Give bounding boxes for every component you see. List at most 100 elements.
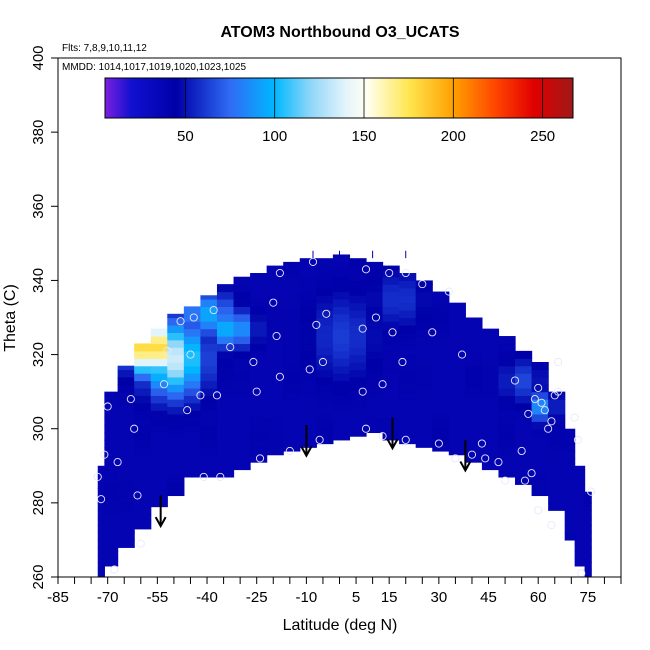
sample-point bbox=[163, 346, 172, 355]
curtain-cell bbox=[299, 417, 317, 426]
curtain-cell bbox=[399, 436, 417, 445]
sample-point bbox=[176, 317, 185, 326]
curtain-cell bbox=[299, 284, 317, 293]
y-tick-label: 400 bbox=[30, 45, 47, 70]
curtain-cell bbox=[382, 321, 400, 330]
curtain-cell bbox=[167, 313, 185, 319]
curtain-cell bbox=[266, 410, 284, 419]
curtain-cell bbox=[250, 291, 268, 300]
sample-point bbox=[530, 395, 539, 404]
curtain-cell bbox=[382, 387, 400, 396]
curtain-cell bbox=[250, 454, 268, 463]
curtain-cell bbox=[465, 343, 483, 352]
curtain-cell bbox=[104, 410, 119, 419]
curtain-cell bbox=[299, 365, 317, 374]
x-tick-label: -70 bbox=[97, 589, 119, 606]
curtain-cell bbox=[97, 547, 105, 556]
curtain-cell bbox=[564, 488, 576, 497]
curtain-cell bbox=[250, 425, 268, 434]
curtain-cell bbox=[117, 406, 135, 415]
sample-point bbox=[361, 424, 371, 433]
curtain-cell bbox=[150, 499, 168, 508]
curtain-cell bbox=[316, 361, 334, 370]
curtain-cell bbox=[365, 365, 384, 374]
curtain-cell bbox=[531, 361, 549, 370]
curtain-cell bbox=[316, 391, 334, 400]
curtain-cell bbox=[399, 428, 417, 437]
curtain-cell bbox=[134, 350, 152, 359]
curtain-cell bbox=[233, 358, 251, 367]
curtain-cell bbox=[200, 469, 218, 478]
curtain-cell bbox=[167, 361, 185, 370]
curtain-cell bbox=[104, 484, 119, 493]
curtain-cell bbox=[574, 491, 586, 500]
curtain-cell bbox=[564, 450, 576, 459]
curtain-cell bbox=[283, 287, 301, 296]
curtain-cell bbox=[332, 261, 351, 270]
curtain-cell bbox=[104, 432, 119, 441]
curtain-cell bbox=[448, 387, 466, 396]
curtain-cell bbox=[167, 369, 185, 378]
curtain-cell bbox=[432, 443, 450, 452]
curtain-cell bbox=[104, 558, 119, 567]
curtain-cell bbox=[283, 347, 301, 356]
curtain-cell bbox=[117, 495, 135, 504]
curtain-cell bbox=[266, 313, 284, 322]
curtain-cell bbox=[316, 332, 334, 341]
curtain-cell bbox=[104, 417, 119, 426]
curtain-cell bbox=[283, 399, 301, 408]
curtain-cell bbox=[150, 365, 168, 374]
curtain-cell bbox=[531, 428, 549, 437]
curtain-cell bbox=[250, 306, 268, 315]
curtain-cell bbox=[574, 465, 586, 471]
curtain-cell bbox=[283, 436, 301, 445]
curtain-cell bbox=[97, 532, 105, 541]
sample-point bbox=[199, 472, 208, 481]
curtain-cell bbox=[316, 339, 334, 348]
sample-point bbox=[547, 417, 556, 426]
y-tick-label: 340 bbox=[30, 268, 47, 293]
curtain-cell bbox=[233, 410, 251, 419]
curtain-cell bbox=[481, 380, 500, 389]
curtain-cell bbox=[134, 432, 152, 441]
curtain-cell bbox=[117, 502, 135, 511]
curtain-cell bbox=[382, 284, 400, 293]
curtain-cell bbox=[365, 387, 384, 396]
curtain-cell bbox=[216, 343, 235, 352]
curtain-cell bbox=[332, 425, 351, 434]
curtain-cell bbox=[183, 447, 202, 456]
curtain-cell bbox=[498, 462, 516, 471]
x-axis-title: Latitude (deg N) bbox=[283, 617, 398, 634]
sample-point bbox=[385, 268, 394, 278]
curtain-cell bbox=[574, 551, 586, 560]
curtain-cell bbox=[183, 365, 202, 374]
curtain-cell bbox=[365, 298, 384, 307]
curtain-cell bbox=[448, 313, 466, 322]
curtain-cell bbox=[531, 450, 549, 459]
curtain-cell bbox=[349, 317, 367, 326]
curtain-cell bbox=[349, 287, 367, 296]
curtain-cell bbox=[216, 328, 235, 337]
curtain-cell bbox=[481, 365, 500, 374]
curtain-cell bbox=[167, 406, 185, 415]
sample-point bbox=[358, 324, 367, 333]
curtain-cell bbox=[316, 369, 334, 378]
curtain-cell bbox=[399, 369, 417, 378]
curtain-cell bbox=[283, 354, 301, 363]
curtain-cell bbox=[399, 361, 417, 370]
curtain-cell bbox=[250, 321, 268, 330]
sample-point bbox=[130, 424, 139, 433]
curtain-cell bbox=[233, 276, 251, 285]
curtain-cell bbox=[216, 306, 235, 315]
curtain-cell bbox=[548, 480, 566, 489]
curtain-cell bbox=[448, 395, 466, 404]
sample-point bbox=[272, 331, 281, 341]
curtain-cell bbox=[415, 343, 433, 352]
curtain-cell bbox=[548, 428, 566, 437]
curtain-cell bbox=[415, 432, 433, 441]
curtain-cell bbox=[167, 339, 185, 348]
curtain-cell bbox=[365, 284, 384, 293]
curtain-cell bbox=[382, 265, 400, 270]
curtain-cell bbox=[266, 298, 284, 307]
curtain-cell bbox=[117, 517, 135, 526]
